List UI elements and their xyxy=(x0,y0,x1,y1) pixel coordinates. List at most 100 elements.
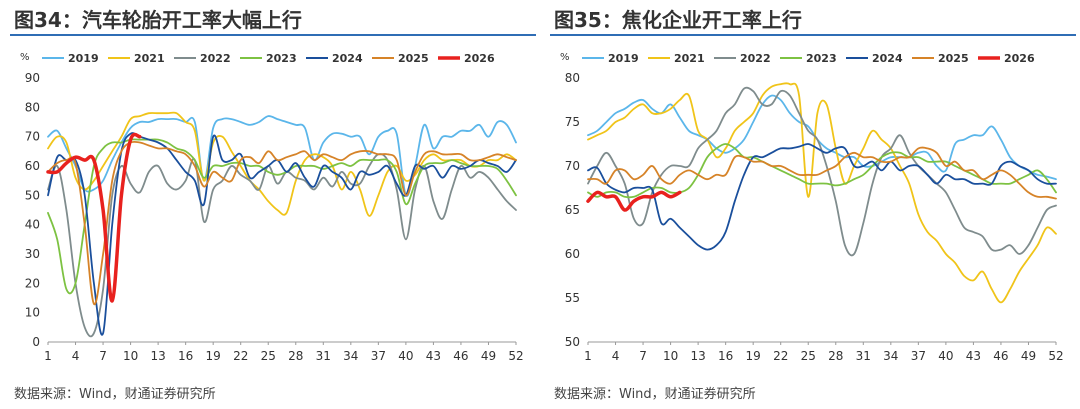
legend-item-2021: 2021 xyxy=(108,52,165,65)
chart-title: 图34：汽车轮胎开工率大幅上行 xyxy=(14,8,302,32)
y-tick-label: 20 xyxy=(25,276,40,290)
legend-label: 2025 xyxy=(398,52,429,65)
x-tick-label: 28 xyxy=(828,349,843,363)
legend-item-2023: 2023 xyxy=(780,52,837,65)
legend-label: 2019 xyxy=(68,52,99,65)
chart-title: 图35：焦化企业开工率上行 xyxy=(554,8,802,32)
series-line-2023 xyxy=(47,138,517,295)
x-tick-label: 10 xyxy=(663,349,678,363)
legend-item-2021: 2021 xyxy=(648,52,705,65)
legend-item-2024: 2024 xyxy=(306,52,363,65)
x-tick-label: 43 xyxy=(426,349,441,363)
y-tick-label: 50 xyxy=(565,335,580,349)
series-line-2019 xyxy=(47,115,517,197)
legend-label: 2021 xyxy=(674,52,705,65)
y-tick-label: 40 xyxy=(25,218,40,232)
legend-label: 2019 xyxy=(608,52,639,65)
y-tick-label: 90 xyxy=(25,71,40,85)
series-line-2021 xyxy=(47,111,517,217)
legend-label: 2023 xyxy=(266,52,297,65)
legend-label: 2026 xyxy=(1004,52,1035,65)
x-tick-label: 43 xyxy=(966,349,981,363)
chart-panel-coking: 图35：焦化企业开工率上行 % 2019 2021 2022 2023 2024 2025 2… xyxy=(550,0,1078,409)
series-line-2026 xyxy=(586,190,682,212)
legend-label: 2022 xyxy=(740,52,771,65)
legend-label: 2026 xyxy=(464,52,495,65)
x-tick-label: 31 xyxy=(316,349,331,363)
legend-item-2025: 2025 xyxy=(372,52,429,65)
legend-item-2022: 2022 xyxy=(714,52,771,65)
x-tick-label: 46 xyxy=(453,349,468,363)
y-tick-label: 10 xyxy=(25,306,40,320)
series-line-2019 xyxy=(587,94,1057,181)
x-tick-label: 25 xyxy=(801,349,816,363)
y-tick-label: 55 xyxy=(565,291,580,305)
legend-label: 2022 xyxy=(200,52,231,65)
legend-item-2019: 2019 xyxy=(582,52,639,65)
x-tick-label: 13 xyxy=(690,349,705,363)
x-tick-label: 40 xyxy=(398,349,413,363)
x-tick-label: 25 xyxy=(261,349,276,363)
x-tick-label: 4 xyxy=(72,349,80,363)
x-tick-label: 16 xyxy=(718,349,733,363)
legend-item-2025: 2025 xyxy=(912,52,969,65)
series-line-2025 xyxy=(587,146,1057,200)
y-tick-label: 80 xyxy=(25,100,40,114)
source-note: 数据来源：Wind，财通证券研究所 xyxy=(14,387,216,402)
legend-item-2022: 2022 xyxy=(174,52,231,65)
chart-panel-tire: 图34：汽车轮胎开工率大幅上行 % 2019 2021 2022 2023 2024 202… xyxy=(10,0,538,409)
coking-operating-rate-chart: % 2019 2021 2022 2023 2024 2025 2026 50 55 60 65 70 7… xyxy=(560,52,1064,363)
x-tick-label: 40 xyxy=(938,349,953,363)
y-tick-label: 50 xyxy=(25,188,40,202)
y-unit-label: % xyxy=(560,52,570,63)
series-line-2022 xyxy=(47,153,517,338)
x-tick-label: 37 xyxy=(911,349,926,363)
x-tick-label: 1 xyxy=(584,349,592,363)
x-tick-label: 4 xyxy=(612,349,620,363)
y-tick-label: 60 xyxy=(25,159,40,173)
x-tick-label: 34 xyxy=(883,349,898,363)
x-tick-label: 31 xyxy=(856,349,871,363)
x-tick-label: 16 xyxy=(178,349,193,363)
legend-label: 2024 xyxy=(332,52,363,65)
series-line-2026 xyxy=(46,132,142,303)
x-tick-label: 10 xyxy=(123,349,138,363)
x-tick-label: 1 xyxy=(44,349,52,363)
title-divider xyxy=(10,34,536,36)
x-tick-label: 7 xyxy=(639,349,647,363)
legend-item-2026: 2026 xyxy=(438,52,495,65)
legend-item-2026: 2026 xyxy=(978,52,1035,65)
x-tick-label: 49 xyxy=(481,349,496,363)
legend-label: 2023 xyxy=(806,52,837,65)
legend-item-2023: 2023 xyxy=(240,52,297,65)
legend-label: 2025 xyxy=(938,52,969,65)
y-tick-label: 60 xyxy=(565,247,580,261)
tire-operating-rate-chart: % 2019 2021 2022 2023 2024 2025 2026 0 10 20 30 40 50… xyxy=(20,52,524,363)
y-unit-label: % xyxy=(20,52,30,63)
series-line-2023 xyxy=(587,143,1057,199)
x-tick-label: 52 xyxy=(508,349,523,363)
y-tick-label: 65 xyxy=(565,203,580,217)
x-tick-label: 52 xyxy=(1048,349,1063,363)
x-tick-label: 28 xyxy=(288,349,303,363)
series-line-2025 xyxy=(47,140,517,305)
legend-item-2024: 2024 xyxy=(846,52,903,65)
series-line-2021 xyxy=(587,82,1057,304)
x-tick-label: 19 xyxy=(206,349,221,363)
y-tick-label: 0 xyxy=(32,335,40,349)
x-tick-label: 7 xyxy=(99,349,107,363)
y-tick-label: 70 xyxy=(25,130,40,144)
series-line-2024 xyxy=(587,143,1057,251)
legend-label: 2021 xyxy=(134,52,165,65)
x-tick-label: 22 xyxy=(233,349,248,363)
x-tick-label: 37 xyxy=(371,349,386,363)
x-tick-label: 19 xyxy=(746,349,761,363)
source-note: 数据来源：Wind，财通证券研究所 xyxy=(554,387,756,402)
x-tick-label: 34 xyxy=(343,349,358,363)
y-tick-label: 80 xyxy=(565,71,580,85)
y-tick-label: 70 xyxy=(565,159,580,173)
x-tick-label: 22 xyxy=(773,349,788,363)
x-tick-label: 46 xyxy=(993,349,1008,363)
legend-item-2019: 2019 xyxy=(42,52,99,65)
x-tick-label: 49 xyxy=(1021,349,1036,363)
